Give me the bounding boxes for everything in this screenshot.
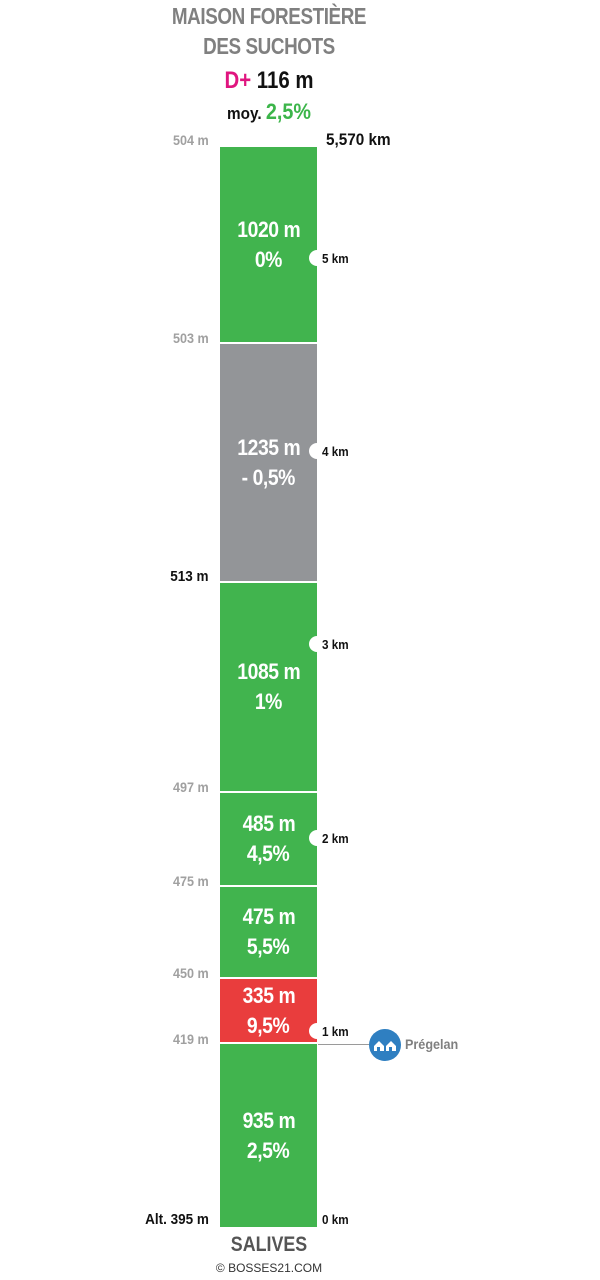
segment-length: 1020 m [236, 216, 301, 242]
distance-label: 1 km [322, 1024, 349, 1039]
segment-gradient: - 0,5% [241, 464, 296, 490]
avg-label: moy. [227, 104, 262, 123]
distance-label: 4 km [322, 444, 349, 459]
segment-length: 1235 m [236, 434, 301, 460]
segment-length: 485 m [242, 811, 295, 836]
poi-leader-line [318, 1044, 369, 1045]
km-notch [309, 636, 325, 652]
poi-label: Prégelan [405, 1036, 459, 1052]
segment-1: 1020 m 0% [220, 147, 317, 344]
segment-gradient: 5,5% [247, 934, 290, 959]
segment-gradient: 1% [254, 689, 283, 714]
climb-title-line2: DES SUCHOTS [203, 33, 335, 59]
segment-2: 1235 m - 0,5% [220, 344, 317, 583]
segment-length: 935 m [242, 1107, 295, 1133]
altitude-label: 497 m [173, 779, 209, 795]
dplus-value: 116 m [256, 67, 314, 94]
average-gradient: moy. 2,5% [27, 99, 511, 125]
km-notch [309, 250, 325, 266]
houses-icon [369, 1029, 401, 1061]
dplus-label: D+ [224, 67, 252, 94]
start-location: SALIVES [230, 1233, 308, 1256]
climb-title-line1: MAISON FORESTIÈRE [171, 3, 367, 29]
segment-gradient: 0% [254, 246, 283, 272]
distance-label: 5 km [322, 251, 349, 266]
altitude-label: Alt. 395 m [145, 1211, 209, 1228]
altitude-label: 503 m [173, 330, 209, 346]
distance-label: 2 km [322, 831, 349, 846]
segment-gradient: 4,5% [247, 841, 290, 866]
segment-length: 335 m [242, 982, 295, 1008]
distance-label: 5,570 km [326, 130, 391, 149]
avg-value: 2,5% [265, 99, 311, 124]
altitude-label: 450 m [173, 965, 209, 981]
segment-3: 1085 m 1% [220, 583, 317, 793]
km-notch [309, 1023, 325, 1039]
segment-length: 1085 m [236, 659, 301, 684]
altitude-label: 504 m [173, 132, 209, 148]
credit: © BOSSES21.COM [215, 1261, 323, 1275]
km-notch [309, 443, 325, 459]
distance-label: 0 km [322, 1212, 349, 1227]
elevation-gain: D+ 116 m [40, 67, 497, 95]
altitude-label: 513 m [170, 568, 209, 585]
segment-4: 485 m 4,5% [220, 793, 317, 887]
distance-label: 3 km [322, 637, 349, 652]
segment-5: 475 m 5,5% [220, 887, 317, 979]
segment-7: 935 m 2,5% [220, 1044, 317, 1227]
segment-6: 335 m 9,5% [220, 979, 317, 1044]
altitude-label: 419 m [173, 1031, 209, 1047]
segment-gradient: 2,5% [247, 1137, 290, 1163]
altitude-label: 475 m [173, 873, 209, 889]
segment-length: 475 m [242, 904, 295, 929]
segment-gradient: 9,5% [247, 1012, 290, 1038]
km-notch [309, 830, 325, 846]
